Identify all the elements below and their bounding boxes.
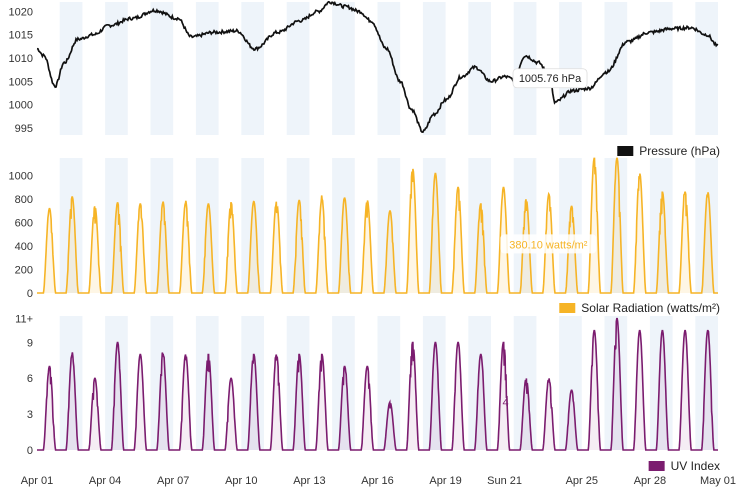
tooltip-text: 380.10 watts/m²: [509, 239, 588, 251]
y-tick-label: 1000: [9, 100, 33, 112]
y-tick-label: 1010: [9, 53, 33, 65]
legend-label: Solar Radiation (watts/m²): [581, 301, 720, 315]
tooltip-box: [512, 68, 588, 89]
y-tick-label: 3: [27, 409, 33, 421]
uv-line[interactable]: [37, 317, 718, 451]
y-tick-label: 0: [27, 445, 33, 457]
day-band: [241, 158, 264, 293]
y-tick-label: 200: [15, 265, 33, 277]
day-band: [422, 2, 446, 135]
solar-area: [37, 158, 718, 293]
x-tick-label: Apr 25: [566, 475, 598, 487]
y-tick-label: 1005: [9, 76, 33, 88]
y-tick-label: 1000: [9, 171, 33, 183]
tooltip-box: [500, 234, 597, 254]
y-tick-label: 995: [15, 123, 33, 135]
y-tick-label: 1020: [9, 6, 33, 18]
day-band: [695, 2, 718, 135]
day-band: [468, 158, 491, 293]
legend-swatch: [648, 461, 665, 471]
y-tick-label: 1015: [9, 30, 33, 42]
legend-label: UV Index: [671, 459, 720, 473]
x-tick-label: Apr 01: [21, 475, 53, 487]
y-tick-label: 6: [27, 373, 33, 385]
uv-panel[interactable]: 0 3 6 9 11+ UV Index 4: [15, 313, 720, 473]
day-band: [468, 2, 491, 135]
x-tick-label: Sun 21: [487, 475, 522, 487]
legend-label: Pressure (hPa): [639, 144, 720, 158]
solar-line[interactable]: [37, 157, 718, 294]
day-band: [286, 2, 310, 135]
x-tick-label: Apr 19: [429, 475, 461, 487]
y-tick-label: 400: [15, 241, 33, 253]
x-tick-label: Apr 16: [361, 475, 393, 487]
day-band: [559, 316, 582, 450]
x-tick-label: Apr 13: [293, 475, 325, 487]
day-band: [241, 2, 264, 135]
pressure-line[interactable]: [36, 0, 719, 134]
x-axis: Apr 01 Apr 04 Apr 07 Apr 10 Apr 13 Apr 16 Apr …: [21, 475, 736, 487]
day-band: [649, 2, 673, 135]
day-band: [105, 2, 128, 135]
day-band: [150, 2, 174, 135]
legend-swatch: [559, 303, 576, 313]
x-tick-label: May 01: [700, 475, 736, 487]
day-band: [59, 2, 83, 135]
legend-swatch: [617, 146, 634, 156]
x-tick-label: Apr 04: [89, 475, 121, 487]
solar-panel[interactable]: 0 200 400 600 800 1000 Solar Radiation (watts/…: [9, 157, 720, 315]
x-tick-label: Apr 28: [634, 475, 666, 487]
tooltip-text: 4: [502, 397, 508, 409]
day-band: [604, 2, 628, 135]
y-tick-label: 600: [15, 218, 33, 230]
x-tick-label: Apr 07: [157, 475, 189, 487]
y-tick-label: 0: [27, 288, 33, 300]
uv-area: [37, 318, 718, 450]
x-tick-label: Apr 10: [225, 475, 257, 487]
pressure-panel[interactable]: 995 1000 1005 1010 1015 1020 Pressure (hPa) 100…: [9, 0, 720, 158]
day-band: [195, 2, 219, 135]
y-tick-label: 800: [15, 194, 33, 206]
day-band: [377, 316, 401, 450]
day-band: [377, 2, 401, 135]
day-band: [332, 2, 355, 135]
tooltip-text: 1005.76 hPa: [519, 73, 582, 85]
y-tick-label: 11+: [15, 313, 33, 325]
y-tick-label: 9: [27, 337, 33, 349]
